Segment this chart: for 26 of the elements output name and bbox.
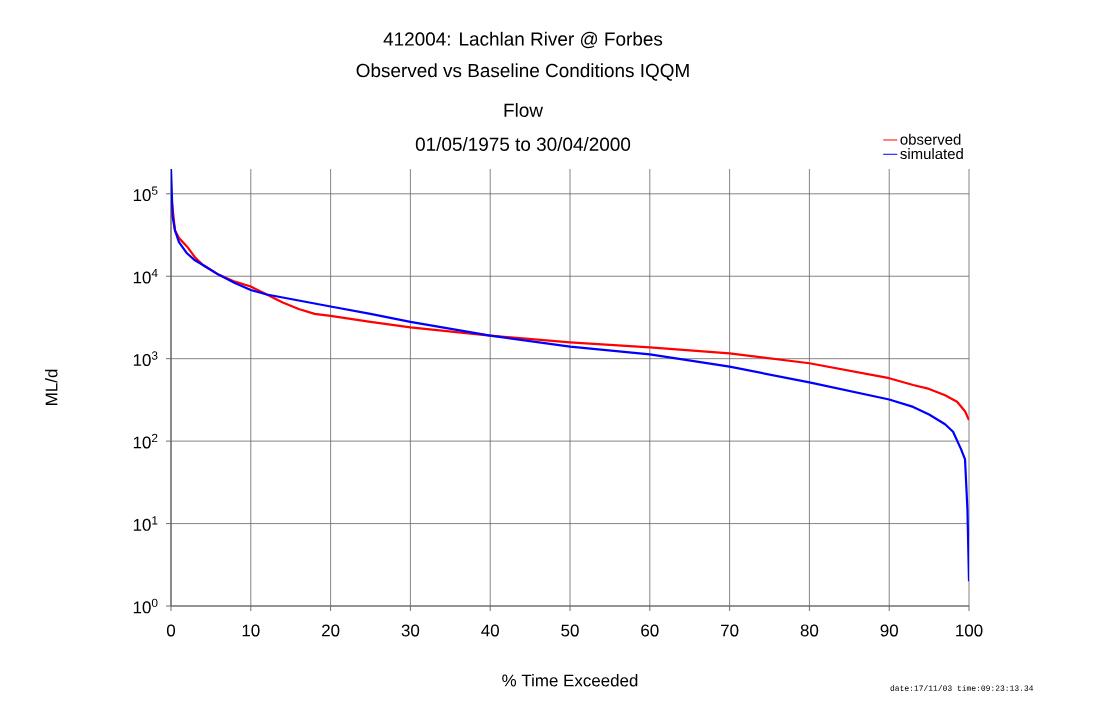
x-tick-label: 90 (880, 624, 898, 637)
x-tick-label: 60 (641, 624, 659, 637)
y-tick-label: 10$^{5}$ (133, 186, 158, 202)
y-axis-title: ML/d (45, 369, 58, 405)
text: Flow (504, 103, 544, 117)
y-tick-label: 10$^{4}$ (133, 268, 158, 284)
x-tick-label: 100 (956, 624, 983, 637)
legend-label: observed (900, 133, 961, 145)
x-tick-label: 10 (242, 624, 260, 637)
x-tick-label: 70 (721, 624, 739, 637)
y-tick-label: 10$^{0}$ (133, 598, 158, 614)
x-tick-label: 0 (166, 624, 176, 637)
y-tick-label: 10$^{3}$ (133, 351, 158, 367)
x-tick-label: 40 (481, 624, 499, 637)
text: 01/05/1975 to 30/04/2000 (415, 137, 631, 151)
x-tick-label: 50 (561, 624, 579, 637)
x-tick-label: 30 (401, 624, 420, 637)
x-tick-label: 20 (322, 624, 340, 637)
x-axis-title: % Time Exceeded (502, 674, 638, 687)
y-tick-label: 10$^{2}$ (133, 433, 158, 449)
line-series (171, 168, 970, 583)
x-tick-label: 80 (800, 624, 819, 637)
y-tick-label: 10$^{1}$ (133, 516, 158, 531)
chart-subtitle: Observed vs Baseline Conditions IQQM (356, 63, 689, 81)
chart-title: 412004: Lachlan River @ Forbes (383, 31, 663, 49)
legend-label: simulated (900, 148, 963, 160)
